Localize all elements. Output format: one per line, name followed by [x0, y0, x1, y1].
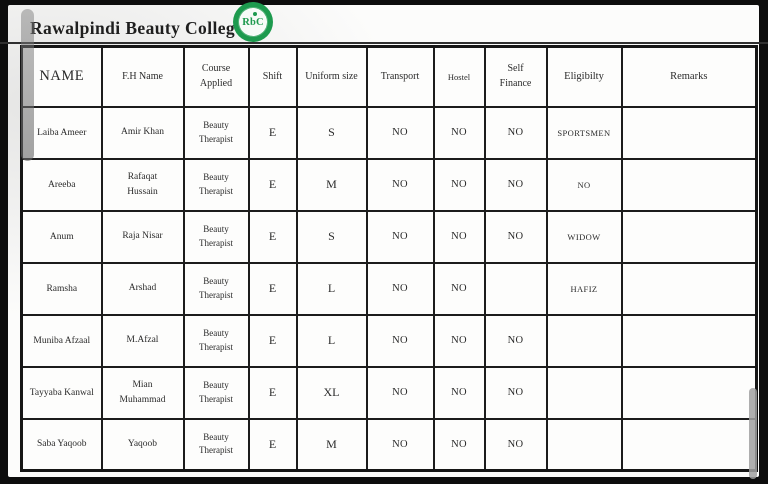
- table-cell: Beauty Therapist: [182, 417, 250, 472]
- table-cell: NO: [365, 209, 435, 264]
- table-cell: [545, 313, 623, 368]
- table-row: Areeba Rafaqat Hussain Beauty Therapist E M N…: [20, 157, 758, 212]
- table-cell: XL: [295, 365, 368, 420]
- col-header-self-finance: Self Finance: [483, 45, 548, 108]
- table-cell: M: [295, 157, 368, 212]
- table-cell: S: [295, 105, 368, 160]
- col-header-shift: Shift: [247, 45, 298, 108]
- table-cell: NO: [365, 261, 435, 316]
- col-header-uniform-size: Uniform size: [295, 45, 368, 108]
- table-cell: Beauty Therapist: [182, 209, 250, 264]
- logo-text: RbC: [242, 16, 264, 28]
- col-header-hostel: Hostel: [432, 45, 486, 108]
- col-header-eligibilty: Eligibilty: [545, 45, 623, 108]
- table-cell: NO: [365, 365, 435, 420]
- table-cell: Beauty Therapist: [182, 261, 250, 316]
- table-cell: Raja Nisar: [100, 209, 185, 264]
- table-row: Muniba Afzaal M.Afzal Beauty Therapist E L NO…: [20, 313, 758, 368]
- table-row: Ramsha Arshad Beauty Therapist E L NO NO HAFIZ: [20, 261, 758, 316]
- table-cell: [620, 365, 758, 420]
- table-cell: [620, 105, 758, 160]
- table-cell: NO: [432, 157, 486, 212]
- table-cell: NO: [365, 417, 435, 472]
- table-cell: Beauty Therapist: [182, 105, 250, 160]
- table-cell: NO: [365, 105, 435, 160]
- table-cell: NO: [545, 157, 623, 212]
- table-row: Tayyaba Kanwal Mian Muhammad Beauty Therap…: [20, 365, 758, 420]
- table-cell: SPORTSMEN: [545, 105, 623, 160]
- table-cell: E: [247, 261, 298, 316]
- logo-inner-circle: RbC: [238, 7, 268, 37]
- col-header-course-applied: Course Applied: [182, 45, 250, 108]
- col-header-fh-name: F.H Name: [100, 45, 185, 108]
- table-cell: Saba Yaqoob: [20, 417, 103, 472]
- table-cell: E: [247, 209, 298, 264]
- table-cell: Arshad: [100, 261, 185, 316]
- table-cell: [545, 365, 623, 420]
- table-cell: Amir Khan: [100, 105, 185, 160]
- table-cell: [620, 313, 758, 368]
- left-scrollbar-thumb[interactable]: [21, 9, 34, 161]
- table-cell: Tayyaba Kanwal: [20, 365, 103, 420]
- table-cell: Areeba: [20, 157, 103, 212]
- table-row: Saba Yaqoob Yaqoob Beauty Therapist E M NO NO N…: [20, 417, 758, 472]
- table-cell: NO: [432, 417, 486, 472]
- table-cell: NO: [432, 209, 486, 264]
- col-header-transport: Transport: [365, 45, 435, 108]
- table-cell: Mian Muhammad: [100, 365, 185, 420]
- table-cell: NO: [483, 313, 548, 368]
- table-cell: E: [247, 157, 298, 212]
- table-cell: NO: [483, 157, 548, 212]
- table-cell: L: [295, 261, 368, 316]
- table-cell: [620, 157, 758, 212]
- table-cell: [620, 209, 758, 264]
- table-cell: NO: [432, 105, 486, 160]
- table-cell: M: [295, 417, 368, 472]
- table-cell: NO: [365, 157, 435, 212]
- table-cell: S: [295, 209, 368, 264]
- table-cell: [483, 261, 548, 316]
- document-header: Rawalpindi Beauty College: [30, 13, 243, 45]
- table-cell: WIDOW: [545, 209, 623, 264]
- table-cell: NO: [483, 417, 548, 472]
- table-cell: NO: [432, 365, 486, 420]
- page-title: Rawalpindi Beauty College: [30, 18, 244, 38]
- table-cell: Ramsha: [20, 261, 103, 316]
- right-scrollbar-thumb[interactable]: [749, 388, 757, 479]
- table-cell: Rafaqat Hussain: [100, 157, 185, 212]
- col-header-name: NAME: [20, 45, 103, 108]
- table-cell: Beauty Therapist: [182, 313, 250, 368]
- table-cell: L: [295, 313, 368, 368]
- table-cell: Yaqoob: [100, 417, 185, 472]
- college-logo-icon: RbC: [233, 2, 273, 42]
- students-table: NAME F.H Name Course Applied Shift Unifo…: [20, 45, 758, 472]
- table-cell: [545, 417, 623, 472]
- table-cell: E: [247, 365, 298, 420]
- table-cell: Anum: [20, 209, 103, 264]
- students-table-body: Laiba Ameer Amir Khan Beauty Therapist E S NO…: [20, 105, 758, 472]
- table-row: Laiba Ameer Amir Khan Beauty Therapist E S NO…: [20, 105, 758, 160]
- table-cell: HAFIZ: [545, 261, 623, 316]
- table-cell: NO: [432, 313, 486, 368]
- table-cell: Muniba Afzaal: [20, 313, 103, 368]
- header-row: NAME F.H Name Course Applied Shift Unifo…: [20, 45, 758, 108]
- table-cell: NO: [483, 365, 548, 420]
- table-cell: NO: [483, 209, 548, 264]
- table-cell: M.Afzal: [100, 313, 185, 368]
- table-cell: NO: [432, 261, 486, 316]
- header-divider: [0, 42, 768, 44]
- col-header-remarks: Remarks: [620, 45, 758, 108]
- table-cell: E: [247, 105, 298, 160]
- table-cell: NO: [483, 105, 548, 160]
- table-row: Anum Raja Nisar Beauty Therapist E S NO NO NO WI…: [20, 209, 758, 264]
- table-cell: NO: [365, 313, 435, 368]
- table-cell: Beauty Therapist: [182, 365, 250, 420]
- table-cell: [620, 261, 758, 316]
- table-cell: Beauty Therapist: [182, 157, 250, 212]
- table-cell: E: [247, 313, 298, 368]
- logo-dot: [253, 12, 257, 16]
- table-cell: [620, 417, 758, 472]
- table-cell: E: [247, 417, 298, 472]
